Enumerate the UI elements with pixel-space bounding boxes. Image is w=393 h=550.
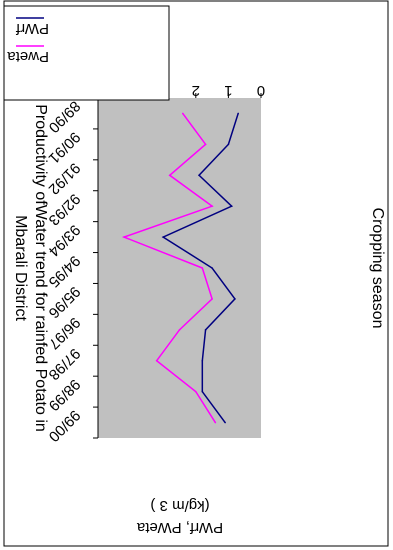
data-point-pwrf <box>198 174 200 177</box>
data-point-pweta <box>155 359 158 362</box>
x-axis-title: Cropping season <box>369 208 386 329</box>
data-point-pweta <box>181 112 184 115</box>
data-point-pwrf <box>201 390 204 393</box>
y-tick-label: 0 <box>257 82 265 99</box>
data-point-pwrf <box>237 112 239 115</box>
chart-title-line-1: Productivity ofWater trend for rainfed P… <box>32 104 49 432</box>
data-point-pweta <box>211 298 213 300</box>
data-point-pweta <box>201 267 204 269</box>
data-point-pwrf <box>211 267 213 269</box>
data-point-pweta <box>168 174 171 177</box>
chart-title-line-2: Mbarali District <box>12 215 29 321</box>
legend-box <box>3 5 170 101</box>
data-point-pwrf <box>204 329 207 331</box>
legend: PWrf Pweta <box>3 5 170 101</box>
data-point-pweta <box>204 143 207 146</box>
data-point-pweta <box>178 329 181 331</box>
data-point-pwrf <box>230 205 233 207</box>
data-point-pwrf <box>227 143 230 146</box>
y-tick-label: 2 <box>192 82 200 99</box>
data-point-pweta <box>123 236 125 238</box>
y-axis-title: PWrf, PWeta <box>136 519 223 536</box>
y-axis-unit: (kg/m 3 ) <box>150 497 209 514</box>
data-point-pwrf <box>234 298 236 300</box>
data-point-pweta <box>195 390 197 393</box>
data-point-pweta <box>214 421 217 424</box>
plot-area <box>98 98 261 438</box>
legend-label-pwrf: PWrf <box>15 20 49 37</box>
data-point-pwrf <box>224 421 226 424</box>
y-tick-label: 1 <box>224 82 232 99</box>
legend-label-pweta: Pweta <box>7 48 49 65</box>
data-point-pweta <box>211 205 213 207</box>
data-point-pwrf <box>201 359 204 362</box>
data-point-pwrf <box>162 236 164 238</box>
